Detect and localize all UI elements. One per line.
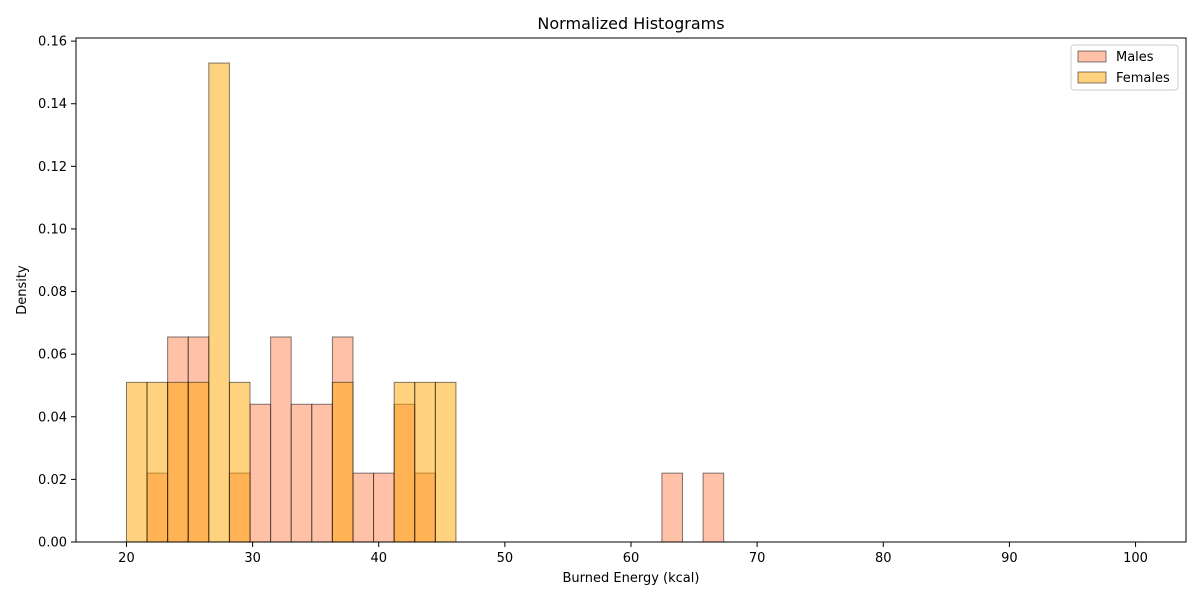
males-bar bbox=[352, 472, 375, 543]
females-bar bbox=[167, 381, 189, 543]
males-bar bbox=[290, 403, 313, 543]
y-tick-label: 0.02 bbox=[38, 473, 67, 488]
y-tick-label: 0.08 bbox=[38, 285, 67, 300]
legend-label-males: Males bbox=[1116, 50, 1154, 65]
males-bar bbox=[311, 403, 333, 543]
x-tick-label: 70 bbox=[749, 551, 766, 566]
females-bar bbox=[208, 62, 230, 543]
y-tick-label: 0.10 bbox=[38, 222, 67, 237]
males-bar bbox=[249, 403, 272, 543]
y-tick-label: 0.14 bbox=[38, 97, 67, 112]
x-tick-label: 40 bbox=[370, 551, 387, 566]
females-bar bbox=[125, 381, 148, 543]
y-tick-label: 0.06 bbox=[38, 348, 67, 363]
females-bars bbox=[125, 62, 457, 543]
x-axis-ticks: 20 30 40 50 60 70 80 90 100 bbox=[118, 542, 1148, 566]
x-tick-label: 80 bbox=[875, 551, 892, 566]
males-bar bbox=[661, 472, 683, 543]
females-bar bbox=[146, 381, 169, 543]
x-tick-label: 30 bbox=[244, 551, 261, 566]
legend-label-females: Females bbox=[1116, 71, 1170, 86]
females-bar bbox=[393, 381, 416, 543]
males-bar bbox=[373, 472, 395, 543]
x-tick-label: 60 bbox=[623, 551, 640, 566]
females-bar bbox=[228, 381, 251, 543]
y-axis-ticks: 0.00 0.02 0.04 0.06 0.08 0.10 0.12 0.14 0.16 bbox=[38, 35, 76, 551]
x-axis-label: Burned Energy (kcal) bbox=[563, 571, 700, 586]
females-bar bbox=[331, 381, 354, 543]
females-bar bbox=[434, 381, 457, 543]
chart-title: Normalized Histograms bbox=[537, 14, 724, 33]
males-bar bbox=[702, 472, 725, 543]
y-tick-label: 0.00 bbox=[38, 536, 67, 551]
females-bar bbox=[187, 381, 210, 543]
x-tick-label: 90 bbox=[1001, 551, 1018, 566]
y-tick-label: 0.12 bbox=[38, 160, 67, 175]
y-tick-label: 0.16 bbox=[38, 35, 67, 50]
y-tick-label: 0.04 bbox=[38, 410, 67, 425]
x-tick-label: 100 bbox=[1123, 551, 1148, 566]
legend-swatch-males bbox=[1077, 50, 1107, 63]
legend-swatch-females bbox=[1077, 71, 1107, 84]
x-tick-label: 20 bbox=[118, 551, 135, 566]
y-axis-label: Density bbox=[15, 265, 30, 315]
males-bar bbox=[270, 336, 292, 543]
x-tick-label: 50 bbox=[497, 551, 514, 566]
females-bar bbox=[414, 381, 436, 543]
legend: Males Females bbox=[1070, 44, 1179, 91]
